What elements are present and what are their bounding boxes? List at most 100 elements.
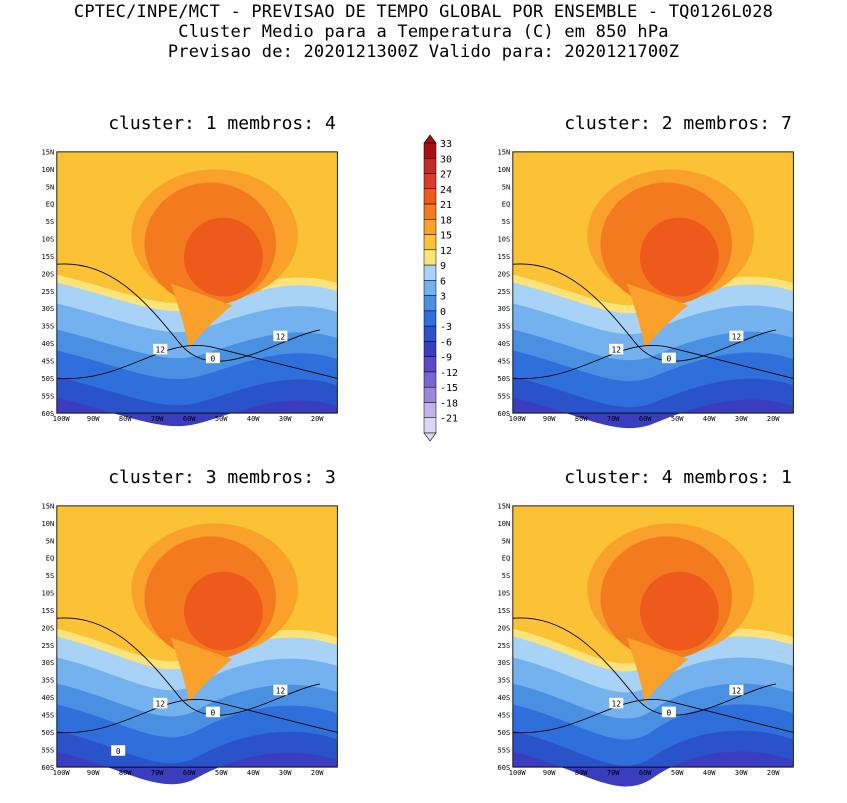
colorbar-swatch [423, 310, 437, 327]
colorbar-swatch [423, 371, 437, 388]
lat-tick-label: 5N [502, 182, 510, 191]
contour-label-bg [273, 684, 288, 696]
contour-label-bg [153, 343, 168, 355]
panel-title-4: cluster: 4 membros: 1 [564, 467, 792, 488]
warm-region [626, 637, 689, 704]
hot-core [639, 217, 719, 297]
lon-tick-label: 100W [509, 768, 527, 777]
colorbar-swatch [423, 142, 437, 159]
lat-tick-label: EQ [502, 200, 510, 209]
contour-12 [56, 617, 320, 716]
lat-tick-label: 50S [498, 728, 511, 737]
contour-label: 12 [276, 332, 286, 341]
warm-region [170, 283, 233, 350]
lat-tick-label: 35S [498, 322, 511, 331]
panel-title-3: cluster: 3 membros: 3 [108, 467, 336, 488]
colorbar-swatch [423, 402, 437, 418]
colorbar-swatch [423, 249, 437, 266]
colorbar-swatch [423, 234, 437, 251]
temperature-band [512, 751, 794, 787]
panel-title-2: cluster: 2 membros: 7 [564, 113, 792, 134]
colorbar-label: 18 [440, 215, 452, 226]
hot-core [639, 571, 719, 651]
contour-label: 12 [732, 332, 742, 341]
contour-0 [512, 345, 794, 380]
lon-tick-label: 50W [215, 414, 228, 423]
colorbar-label: 21 [440, 200, 452, 211]
lat-tick-label: 25S [498, 641, 511, 650]
lon-tick-label: 70W [607, 768, 620, 777]
lon-tick-label: 80W [575, 414, 588, 423]
lon-tick-label: 50W [671, 768, 684, 777]
lat-tick-label: 40S [42, 339, 55, 348]
contour-0 [56, 345, 338, 380]
map-frame [512, 151, 794, 414]
contour-label-bg [609, 343, 624, 355]
map-frame [56, 151, 338, 414]
lat-tick-label: 10S [498, 235, 511, 244]
lon-tick-label: 100W [53, 768, 71, 777]
lon-tick-label: 50W [671, 414, 684, 423]
contour-0 [56, 699, 338, 734]
lon-tick-label: 90W [543, 414, 556, 423]
colorbar-swatch [423, 219, 437, 235]
lat-tick-label: EQ [46, 554, 54, 563]
lon-tick-label: 80W [575, 768, 588, 777]
contour-label: 0 [211, 708, 216, 717]
lat-tick-label: 20S [42, 269, 55, 278]
lat-tick-label: 20S [42, 623, 55, 632]
lon-tick-label: 90W [87, 414, 100, 423]
lat-tick-label: 15N [42, 147, 55, 156]
hot-core [183, 217, 263, 297]
colorbar-swatch [423, 386, 437, 403]
lat-tick-label: 55S [42, 391, 55, 400]
lat-tick-label: 10S [42, 235, 55, 244]
lat-tick-label: 10S [498, 589, 511, 598]
lon-tick-label: 30W [735, 768, 748, 777]
colorbar-label: -9 [440, 353, 452, 364]
lat-tick-label: 25S [42, 641, 55, 650]
lat-tick-label: 35S [42, 322, 55, 331]
lat-tick-label: 30S [42, 658, 55, 667]
contour-label: 12 [156, 346, 166, 355]
lat-tick-label: 15S [42, 606, 55, 615]
colorbar-swatch [423, 158, 437, 174]
lat-tick-label: 30S [42, 304, 55, 313]
contour-label: 0 [667, 354, 672, 363]
lon-tick-label: 30W [279, 414, 292, 423]
lat-tick-label: 5S [46, 217, 54, 226]
lat-tick-label: 20S [498, 623, 511, 632]
colorbar-label: -18 [440, 398, 458, 409]
contour-label: 12 [612, 346, 622, 355]
temperature-band [56, 751, 338, 785]
lat-tick-label: EQ [46, 200, 54, 209]
lon-tick-label: 80W [119, 768, 132, 777]
lon-tick-label: 40W [703, 768, 716, 777]
lat-tick-label: 55S [498, 391, 511, 400]
lon-tick-label: 100W [53, 414, 71, 423]
temperature-band [512, 397, 794, 429]
map-panel-cluster-4: 12 12 0 15N 10N 5N EQ 5S 10S 15S 20S 25S 30S 35S 40S 45… [498, 501, 794, 787]
lat-tick-label: 15N [498, 501, 511, 510]
lat-tick-label: 55S [498, 745, 511, 754]
contour-label: 12 [156, 700, 166, 709]
lat-tick-label: 15N [498, 147, 511, 156]
contour-0 [512, 699, 794, 734]
lat-tick-label: 35S [498, 676, 511, 685]
lon-tick-label: 60W [639, 414, 652, 423]
contour-label: 0 [116, 747, 121, 756]
colorbar-label: -15 [440, 383, 458, 394]
colorbar-swatch [423, 203, 437, 220]
lon-tick-label: 50W [215, 768, 228, 777]
map-panel-cluster-3: 12 12 0 0 15N 10N 5N EQ 5S 10S 15S 20S 25S 30S 35S 40S 4… [42, 501, 338, 785]
contour-label: 12 [732, 686, 742, 695]
lat-tick-label: 40S [498, 693, 511, 702]
colorbar-swatch [423, 341, 437, 357]
lat-tick-label: 5N [502, 536, 510, 545]
lat-tick-label: 15S [42, 252, 55, 261]
contour-label-bg [729, 330, 744, 342]
lon-tick-label: 60W [183, 768, 196, 777]
lon-tick-label: 20W [767, 414, 780, 423]
main-title: CPTEC/INPE/MCT - PREVISAO DE TEMPO GLOBA… [73, 2, 774, 22]
